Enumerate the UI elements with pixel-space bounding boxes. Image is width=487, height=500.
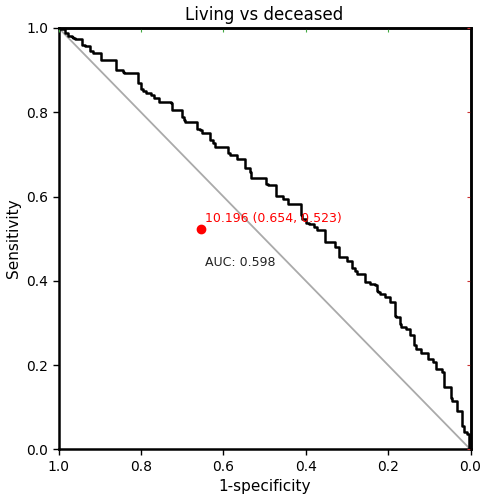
Text: AUC: 0.598: AUC: 0.598 [205, 256, 276, 270]
Text: 10.196 (0.654, 0.523): 10.196 (0.654, 0.523) [205, 212, 342, 225]
Title: Living vs deceased: Living vs deceased [186, 6, 344, 24]
Y-axis label: Sensitivity: Sensitivity [5, 199, 20, 278]
X-axis label: 1-specificity: 1-specificity [218, 480, 311, 494]
